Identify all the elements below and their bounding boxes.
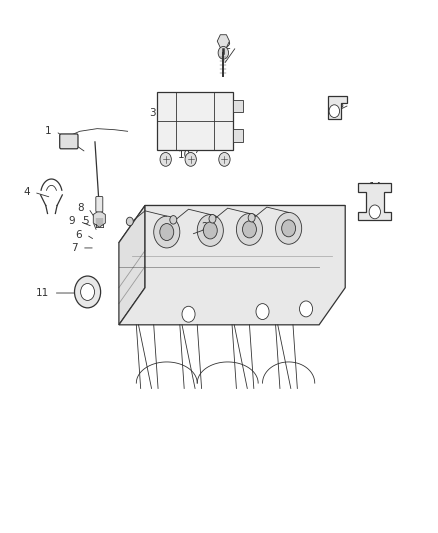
Circle shape xyxy=(160,152,171,166)
Circle shape xyxy=(197,215,223,246)
Polygon shape xyxy=(217,35,230,47)
FancyBboxPatch shape xyxy=(157,92,233,150)
Circle shape xyxy=(300,301,313,317)
Circle shape xyxy=(182,306,195,322)
Text: 10: 10 xyxy=(177,150,191,160)
Text: 13: 13 xyxy=(332,100,345,110)
Circle shape xyxy=(218,46,229,59)
Text: 3: 3 xyxy=(149,108,156,118)
Text: 9: 9 xyxy=(69,216,75,227)
Polygon shape xyxy=(119,206,345,325)
Circle shape xyxy=(256,304,269,319)
Circle shape xyxy=(185,152,196,166)
Circle shape xyxy=(369,205,381,219)
Text: 11: 11 xyxy=(36,288,49,298)
Text: 1: 1 xyxy=(45,126,51,136)
Circle shape xyxy=(243,221,256,238)
Text: 4: 4 xyxy=(23,187,30,197)
Text: 12: 12 xyxy=(219,42,232,52)
Circle shape xyxy=(154,216,180,248)
Polygon shape xyxy=(93,211,106,227)
Text: 14: 14 xyxy=(369,182,382,192)
Circle shape xyxy=(237,214,262,245)
FancyBboxPatch shape xyxy=(233,100,243,112)
Polygon shape xyxy=(358,183,391,220)
Text: 6: 6 xyxy=(75,230,82,240)
Text: 2: 2 xyxy=(201,222,208,232)
Circle shape xyxy=(74,276,101,308)
Circle shape xyxy=(170,216,177,224)
FancyBboxPatch shape xyxy=(60,134,78,149)
Circle shape xyxy=(209,215,216,223)
Text: 5: 5 xyxy=(82,216,88,227)
Text: 7: 7 xyxy=(71,243,78,253)
Circle shape xyxy=(126,217,133,225)
Circle shape xyxy=(248,214,255,222)
Circle shape xyxy=(276,213,302,244)
FancyBboxPatch shape xyxy=(96,197,103,212)
FancyBboxPatch shape xyxy=(233,129,243,142)
Text: 8: 8 xyxy=(78,203,84,213)
Circle shape xyxy=(219,152,230,166)
Circle shape xyxy=(81,284,95,301)
Circle shape xyxy=(282,220,296,237)
Polygon shape xyxy=(119,206,145,325)
Circle shape xyxy=(203,222,217,239)
Polygon shape xyxy=(119,206,345,243)
Circle shape xyxy=(160,223,174,240)
Circle shape xyxy=(329,105,339,117)
Polygon shape xyxy=(328,96,346,119)
